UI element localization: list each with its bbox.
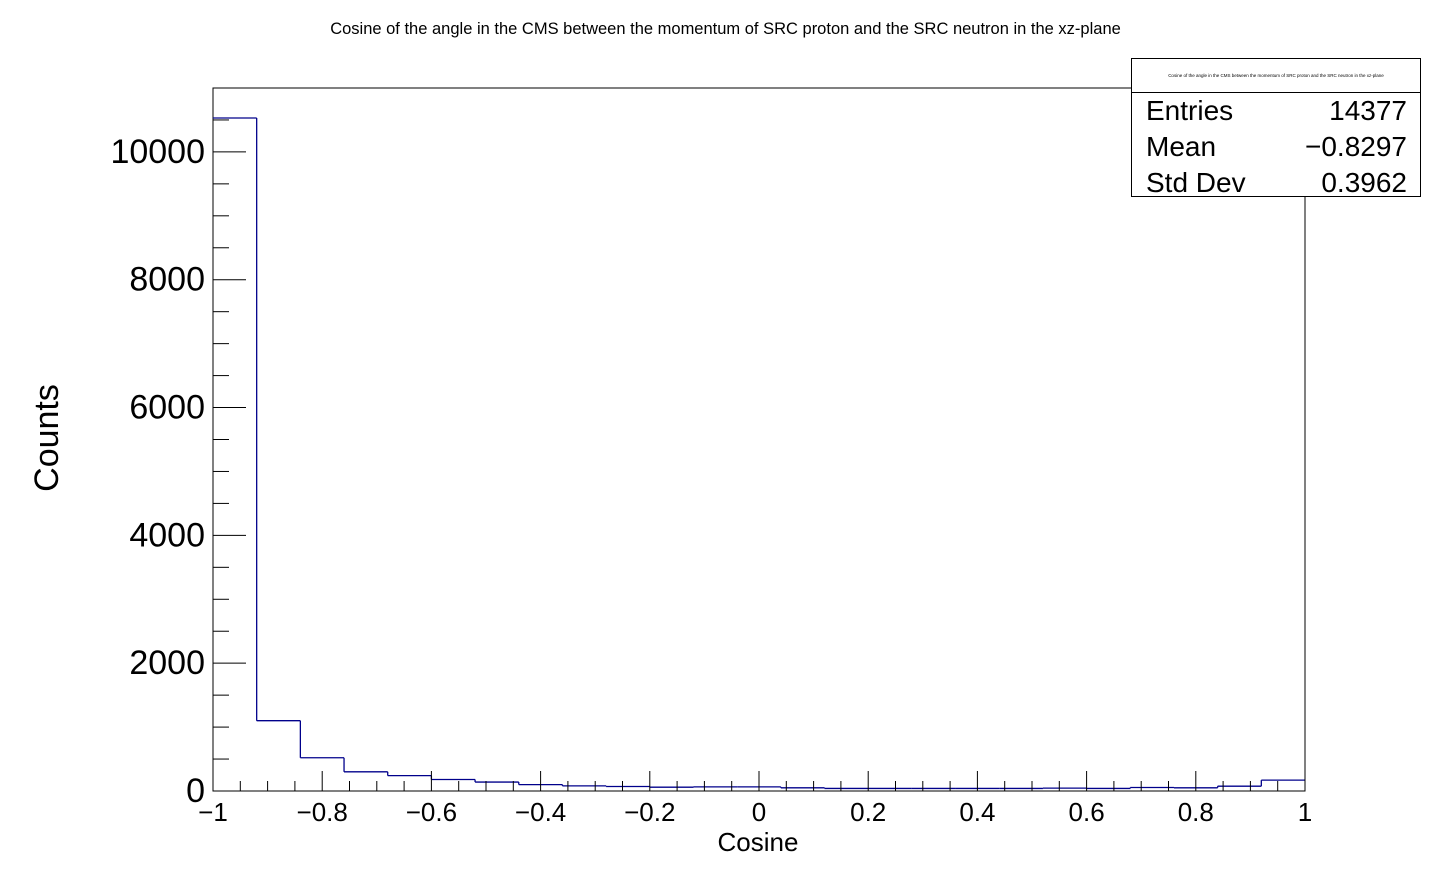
x-tick-label: −0.2 <box>624 797 675 827</box>
x-tick-label: 0.2 <box>850 797 886 827</box>
stats-entries-value: 14377 <box>1329 95 1407 126</box>
stats-header: Cosine of the angle in the CMS between t… <box>1132 59 1420 93</box>
y-tick-label: 2000 <box>129 644 205 682</box>
y-tick-label: 6000 <box>129 389 205 427</box>
stats-entries-label: Entries <box>1146 95 1234 126</box>
x-tick-label: −0.4 <box>515 797 566 827</box>
x-tick-label: −1 <box>198 797 228 827</box>
x-tick-label: −0.8 <box>297 797 348 827</box>
y-axis-label: Counts <box>28 384 66 492</box>
stats-stddev-label: Std Dev <box>1146 167 1246 198</box>
stats-row-entries: Entries 14377 <box>1132 93 1420 129</box>
stats-mean-value: −0.8297 <box>1305 131 1407 162</box>
y-tick-label: 10000 <box>110 133 205 171</box>
x-tick-label: 0.6 <box>1069 797 1105 827</box>
stats-stddev-value: 0.3962 <box>1321 167 1407 198</box>
stats-box: Cosine of the angle in the CMS between t… <box>1131 58 1421 198</box>
y-tick-label: 8000 <box>129 261 205 299</box>
stats-row-mean: Mean −0.8297 <box>1132 129 1420 165</box>
y-tick-label: 4000 <box>129 516 205 554</box>
x-tick-label: 1 <box>1298 797 1312 827</box>
x-tick-label: 0.8 <box>1178 797 1214 827</box>
stats-row-stddev: Std Dev 0.3962 <box>1132 165 1420 201</box>
x-tick-label: −0.6 <box>406 797 457 827</box>
chart-title: Cosine of the angle in the CMS between t… <box>330 20 1121 38</box>
x-axis-label: Cosine <box>718 827 799 857</box>
x-tick-label: 0.4 <box>959 797 995 827</box>
x-tick-label: 0 <box>752 797 766 827</box>
y-tick-label: 0 <box>186 772 205 810</box>
stats-mean-label: Mean <box>1146 131 1217 162</box>
